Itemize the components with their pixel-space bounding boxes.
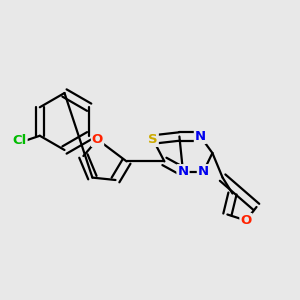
Text: N: N: [198, 165, 209, 178]
Text: Cl: Cl: [12, 134, 27, 148]
Text: N: N: [195, 130, 206, 143]
Text: O: O: [240, 214, 252, 227]
Text: O: O: [92, 133, 103, 146]
Text: N: N: [177, 165, 189, 178]
Text: S: S: [148, 133, 158, 146]
